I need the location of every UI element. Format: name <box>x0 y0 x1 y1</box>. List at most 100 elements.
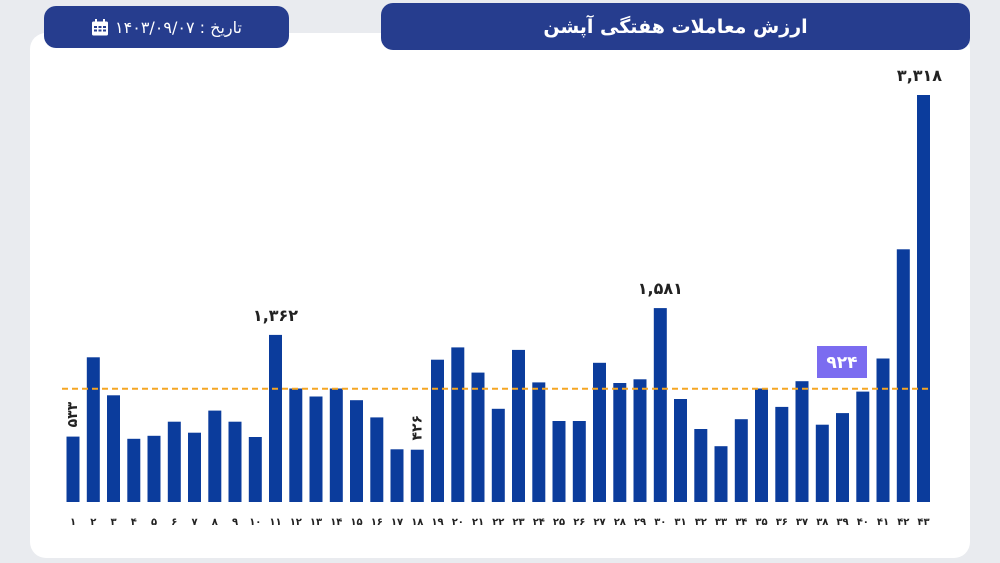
bar <box>451 347 465 502</box>
x-tick-label: ۸ <box>212 517 218 528</box>
bar <box>653 308 667 502</box>
x-tick-label: ۳۶ <box>776 517 788 528</box>
x-tick-label: ۱۹ <box>431 517 443 528</box>
x-tick-label: ۴۳ <box>917 517 929 528</box>
bar <box>714 446 728 502</box>
x-tick-label: ۱۱ <box>269 517 281 528</box>
data-label: ۱,۵۸۱ <box>638 279 683 298</box>
bar <box>350 400 363 502</box>
bar <box>755 388 768 502</box>
average-badge <box>817 346 867 378</box>
data-labels: ۵۳۳ ۱,۳۶۲ ۴۲۶ ۱,۵۸۱ ۳,۳۱۸ <box>65 66 942 441</box>
bar <box>917 95 930 502</box>
chart-title: ارزش معاملات هفتگی آپشن <box>381 3 970 50</box>
bar <box>66 436 80 502</box>
x-tick-label: ۳۵ <box>755 517 767 528</box>
x-tick-label: ۲۵ <box>553 517 565 528</box>
x-tick-label: ۳۹ <box>836 517 848 528</box>
x-tick-label: ۱۳ <box>310 517 322 528</box>
x-tick-label: ۲۲ <box>492 517 504 528</box>
bar <box>613 383 627 502</box>
x-tick-label: ۱۰ <box>249 517 261 528</box>
x-tick-label: ۱۸ <box>411 517 423 528</box>
x-tick-label: ۳۷ <box>796 517 808 528</box>
bar <box>390 449 404 502</box>
bar <box>795 381 809 502</box>
bar <box>694 429 708 502</box>
bar <box>269 334 282 502</box>
bars-group <box>66 95 930 502</box>
x-tick-label: ۱۷ <box>391 517 403 528</box>
bar <box>512 349 525 502</box>
bar <box>836 413 849 502</box>
date-text: تاریخ : ۱۴۰۳/۰۹/۰۷ <box>115 17 242 37</box>
x-tick-label: ۲۷ <box>593 517 605 528</box>
average-line-group: ۹۲۴ <box>62 346 928 390</box>
bar <box>167 421 181 502</box>
x-tick-label: ۳۰ <box>654 517 666 528</box>
x-tick-label: ۳۲ <box>695 517 707 528</box>
x-tick-label: ۲۰ <box>452 517 464 528</box>
data-label: ۵۳۳ <box>65 401 81 427</box>
average-label: ۹۲۴ <box>826 353 857 373</box>
data-label: ۳,۳۱۸ <box>897 66 942 85</box>
bar <box>593 362 606 502</box>
x-tick-label: ۴۱ <box>877 517 889 528</box>
data-label: ۴۲۶ <box>409 415 425 441</box>
bar <box>633 379 647 502</box>
chart-title-text: ارزش معاملات هفتگی آپشن <box>543 15 808 38</box>
bar <box>127 438 141 502</box>
x-tick-label: ۲۴ <box>533 517 545 528</box>
x-tick-label: ۲۶ <box>573 517 585 528</box>
x-tick-label: ۴۲ <box>897 517 909 528</box>
bar <box>188 432 201 502</box>
bar <box>329 388 343 502</box>
x-tick-label: ۲۹ <box>634 517 646 528</box>
x-tick-label: ۴ <box>131 517 137 528</box>
x-tick-label: ۳۸ <box>816 517 828 528</box>
bar <box>674 399 687 502</box>
bar <box>228 421 242 502</box>
bar <box>86 357 100 502</box>
x-tick-label: ۶ <box>171 517 177 528</box>
bar <box>289 388 303 502</box>
bar <box>107 395 120 502</box>
x-tick-labels: ۱ ۲ ۳ ۴ ۵ ۶ ۷ ۸ ۹ ۱۰ ۱۱ ۱۲ ۱۳ ۱۴ ۱۵ ۱۶ ۱۷ ۱۸ ۱۹ ۲۰ ۲۱ ۲۲ ۲۳ ۲۴ ۲… <box>70 517 930 528</box>
x-tick-label: ۳۴ <box>735 517 747 528</box>
x-tick-label: ۷ <box>191 517 197 528</box>
bar <box>248 437 262 502</box>
x-tick-label: ۲ <box>90 517 96 528</box>
bar <box>896 249 910 502</box>
x-tick-label: ۴۰ <box>857 517 869 528</box>
x-tick-label: ۵ <box>151 517 157 528</box>
x-tick-label: ۲۸ <box>614 517 626 528</box>
bar <box>876 358 890 502</box>
date-badge: تاریخ : ۱۴۰۳/۰۹/۰۷ <box>44 6 289 48</box>
bar <box>147 435 161 502</box>
x-tick-label: ۲۱ <box>472 517 484 528</box>
x-tick-label: ۱۵ <box>350 517 362 528</box>
x-tick-label: ۱۲ <box>290 517 302 528</box>
bar <box>775 406 789 502</box>
x-tick-label: ۱۴ <box>330 517 342 528</box>
x-tick-label: ۹ <box>232 517 238 528</box>
x-tick-label: ۳۳ <box>715 517 727 528</box>
bar <box>471 372 485 502</box>
bar <box>208 410 222 502</box>
bar <box>572 421 586 502</box>
bar <box>410 449 424 502</box>
bar <box>532 382 546 502</box>
x-tick-label: ۳ <box>110 517 116 528</box>
bar <box>309 396 323 502</box>
bar <box>552 421 566 502</box>
bar <box>491 408 505 502</box>
bar <box>734 419 748 502</box>
x-tick-label: ۱ <box>70 517 76 528</box>
data-label: ۱,۳۶۲ <box>253 306 298 325</box>
x-tick-label: ۱۶ <box>371 517 383 528</box>
bar <box>856 391 870 502</box>
x-tick-label: ۲۳ <box>512 517 524 528</box>
x-tick-label: ۳۱ <box>674 517 686 528</box>
bar <box>370 417 384 502</box>
